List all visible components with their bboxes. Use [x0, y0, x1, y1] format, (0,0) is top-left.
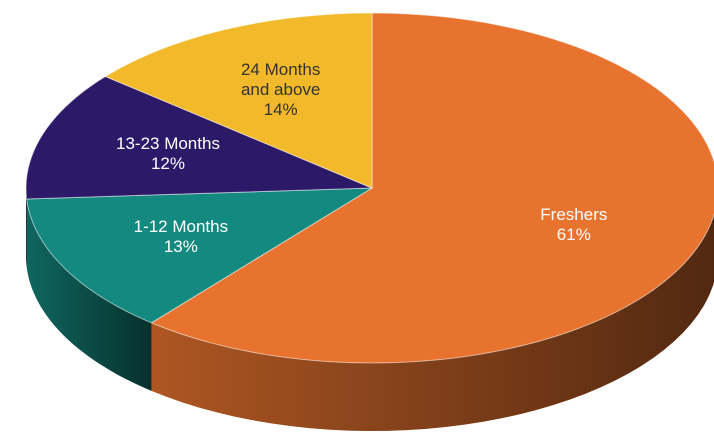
category-label: 24 Months and above — [240, 59, 321, 99]
category-label: 1-12 Months — [133, 217, 229, 237]
slice-side-shade — [26, 188, 27, 267]
category-label: 13-23 Months — [115, 134, 220, 154]
value-label: 61% — [556, 224, 591, 244]
slice-label: 13-23 Months 12% — [116, 134, 220, 174]
value-label: 13% — [163, 237, 198, 257]
slice-side-shade — [26, 198, 152, 391]
slice — [150, 12, 714, 364]
value-label: 12% — [150, 154, 185, 174]
category-label: Freshers — [540, 204, 608, 224]
slice-label: 24 Months and above 14% — [236, 60, 326, 120]
slice — [25, 75, 373, 200]
slice-side-shade — [151, 214, 714, 431]
value-label: 14% — [263, 99, 298, 119]
slice — [104, 12, 373, 189]
slice-label: 1-12 Months 13% — [134, 217, 229, 257]
slice — [26, 187, 374, 324]
slice-label: Freshers 61% — [540, 205, 607, 245]
